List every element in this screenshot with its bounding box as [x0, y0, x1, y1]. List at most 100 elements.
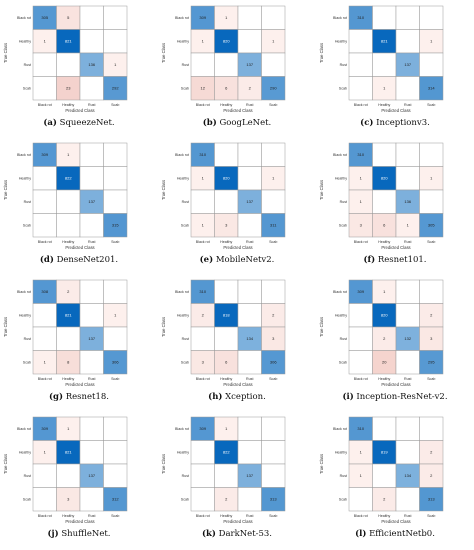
x-tick-label: Scab: [111, 514, 119, 518]
matrix-cell: [79, 213, 104, 238]
x-tick-label: Rust: [88, 514, 95, 518]
matrix-cell: [79, 142, 104, 167]
matrix-cell: [32, 326, 57, 351]
matrix-cell: [237, 440, 262, 465]
confusion-matrix-chart: 309 1 822 137 2 313 Black rot Black rot Healthy H…: [161, 416, 286, 524]
y-tick-label: Scab: [339, 86, 347, 90]
confusion-matrix-panel: 309 1 822 137 2 313 Black rot Black rot Healthy H…: [158, 411, 316, 548]
matrix-cell: [419, 52, 444, 77]
confusion-matrix-chart: 310 1 819 2 1 134 2 2 313 Black rot Black rot Healt…: [319, 416, 444, 524]
y-tick-label: Scab: [23, 360, 31, 364]
cell-value: 295: [428, 360, 435, 365]
caption-letter: (l): [355, 529, 367, 539]
matrix-cell: [395, 29, 420, 54]
cell-value: 820: [223, 176, 230, 181]
caption-model-name: Inception-ResNet-v2.: [356, 392, 448, 402]
cell-value: 23: [66, 86, 71, 91]
matrix-cell: [56, 213, 81, 238]
x-tick-label: Scab: [427, 514, 435, 518]
y-axis-label: True Class: [3, 317, 8, 337]
y-tick-label: Healthy: [335, 450, 347, 454]
confusion-matrix-panel: 310 1 820 1 1 136 3 6 1 305 Black rot Black rot Heal…: [316, 137, 474, 274]
matrix-cell: [261, 487, 286, 512]
x-tick-label: Healthy: [62, 103, 74, 107]
caption-model-name: Inceptionv3.: [376, 118, 430, 128]
cell-value: 309: [199, 15, 206, 20]
cell-value: 309: [41, 152, 48, 157]
caption-model-name: DarkNet-53.: [218, 529, 272, 539]
cell-value: 313: [270, 497, 277, 502]
x-tick-label: Healthy: [62, 514, 74, 518]
matrix-cell: [395, 303, 420, 328]
matrix-cell: [32, 189, 57, 214]
matrix-cell: [372, 416, 397, 441]
cell-value: 820: [223, 39, 230, 44]
cell-value: 821: [65, 39, 72, 44]
matrix-cell: [190, 326, 215, 351]
matrix-cell: [395, 5, 420, 30]
confusion-matrix-panel: 309 1 1 820 1 137 12 6 2 290 Black rot Black rot Hea…: [158, 0, 316, 137]
matrix-cell: [237, 166, 262, 191]
y-tick-label: Rust: [24, 474, 31, 478]
cell-value: 818: [223, 313, 230, 318]
x-tick-label: Healthy: [378, 514, 390, 518]
confusion-matrix-panel: 305 5 1 821 136 1 23 292 Black rot Black rot Healt…: [0, 0, 158, 137]
caption-model-name: DenseNet201.: [56, 255, 119, 265]
cell-value: 1: [202, 39, 205, 44]
confusion-matrix-chart: 305 5 1 821 136 1 23 292 Black rot Black rot Healt…: [3, 5, 128, 113]
x-axis-label: Predicted Class: [223, 108, 252, 113]
matrix-cell: [395, 166, 420, 191]
confusion-matrix-chart: 310 2 818 2 134 3 3 6 306 Black rot Black rot Healt…: [161, 279, 286, 387]
cell-value: 3: [430, 336, 433, 341]
cell-value: 290: [270, 86, 277, 91]
confusion-matrix-chart: 310 1 820 1 1 136 3 6 1 305 Black rot Black rot Heal…: [319, 142, 444, 250]
y-tick-label: Rust: [182, 474, 189, 478]
cell-value: 1: [44, 39, 47, 44]
y-tick-label: Black rot: [175, 290, 189, 294]
matrix-cell: [419, 142, 444, 167]
y-tick-label: Black rot: [175, 16, 189, 20]
cell-value: 2: [225, 497, 228, 502]
cell-value: 310: [199, 152, 206, 157]
matrix-cell: [79, 5, 104, 30]
x-tick-label: Rust: [88, 377, 95, 381]
matrix-cell: [395, 142, 420, 167]
matrix-cell: [190, 52, 215, 77]
x-axis-label: Predicted Class: [381, 519, 410, 524]
x-tick-label: Black rot: [354, 240, 368, 244]
x-tick-label: Healthy: [220, 377, 232, 381]
matrix-cell: [103, 213, 128, 238]
cell-value: 1: [360, 176, 363, 181]
cell-value: 137: [88, 473, 95, 478]
x-tick-label: Rust: [246, 240, 253, 244]
x-axis-label: Predicted Class: [223, 382, 252, 387]
cell-value: 308: [41, 289, 48, 294]
x-tick-label: Rust: [404, 377, 411, 381]
matrix-cell: [79, 166, 104, 191]
x-tick-label: Rust: [88, 103, 95, 107]
x-tick-label: Scab: [269, 103, 277, 107]
matrix-cell: [419, 350, 444, 375]
y-tick-label: Rust: [340, 63, 347, 67]
y-tick-label: Black rot: [17, 16, 31, 20]
y-axis-label: True Class: [319, 43, 324, 63]
matrix-cell: [190, 440, 215, 465]
x-tick-label: Scab: [111, 240, 119, 244]
y-tick-label: Black rot: [333, 153, 347, 157]
matrix-cell: [419, 416, 444, 441]
x-tick-label: Black rot: [196, 377, 210, 381]
y-tick-label: Scab: [181, 497, 189, 501]
matrix-cell: [395, 416, 420, 441]
cell-value: 137: [404, 62, 411, 67]
matrix-cell: [348, 303, 373, 328]
cell-value: 3: [202, 360, 205, 365]
matrix-cell: [79, 303, 104, 328]
cell-value: 312: [112, 497, 119, 502]
matrix-cell: [79, 76, 104, 101]
x-tick-label: Scab: [269, 514, 277, 518]
cell-value: 305: [428, 223, 435, 228]
y-axis-label: True Class: [3, 454, 8, 474]
cell-value: 136: [404, 199, 411, 204]
y-tick-label: Rust: [182, 200, 189, 204]
matrix-cell: [214, 279, 239, 304]
